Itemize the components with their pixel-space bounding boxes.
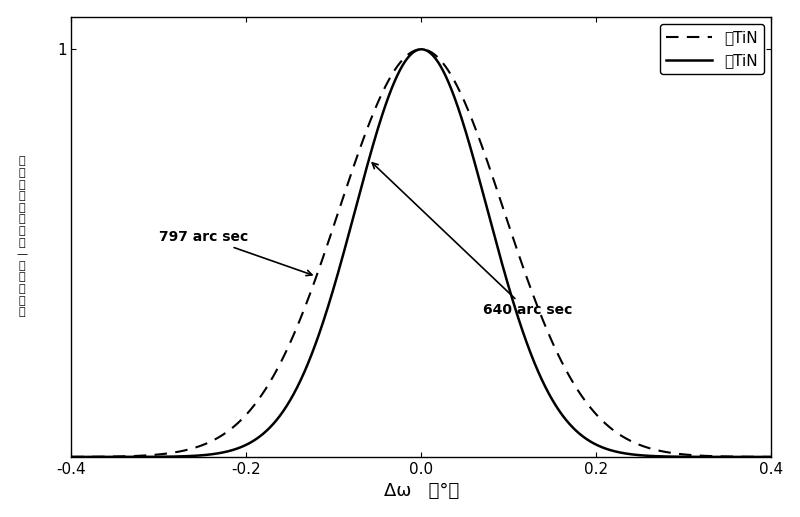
- Y-axis label: 强
度
（
任
意
单
位
）
—
归
一
化
强
度: 强 度 （ 任 意 单 位 ） — 归 一 化 强 度: [17, 156, 28, 317]
- 有TiN: [23, 454, 33, 460]
- Text: 640 arc sec: 640 arc sec: [372, 163, 572, 317]
- 有TiN: [159, 453, 169, 460]
- 无TiN: [359, 135, 369, 141]
- 无TiN: [23, 454, 33, 460]
- 无TiN: [113, 453, 122, 460]
- X-axis label: Δω   （°）: Δω （°）: [384, 482, 459, 500]
- 无TiN: [159, 451, 169, 457]
- Legend: 无TiN, 有TiN: 无TiN, 有TiN: [660, 24, 764, 74]
- 无TiN: [417, 46, 426, 52]
- Text: 797 arc sec: 797 arc sec: [159, 230, 312, 276]
- 无TiN: [795, 454, 800, 460]
- 有TiN: [325, 298, 334, 305]
- Line: 无TiN: 无TiN: [28, 49, 800, 457]
- 有TiN: [113, 454, 122, 460]
- 无TiN: [710, 453, 720, 459]
- 有TiN: [359, 175, 369, 181]
- 有TiN: [417, 46, 426, 52]
- Line: 有TiN: 有TiN: [28, 49, 800, 457]
- 有TiN: [710, 454, 720, 460]
- 无TiN: [325, 235, 334, 241]
- 有TiN: [795, 454, 800, 460]
